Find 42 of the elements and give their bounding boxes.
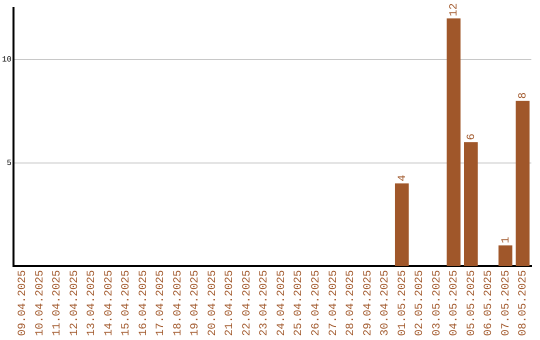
x-tick-label: 01.05.2025 <box>396 270 409 336</box>
x-tick-label: 09.04.2025 <box>17 270 30 336</box>
bar <box>394 183 409 266</box>
x-tick-label: 12.04.2025 <box>68 270 81 336</box>
y-tick-label: 10 <box>2 56 12 65</box>
x-tick-label: 27.04.2025 <box>328 270 340 336</box>
data-label: 8 <box>518 92 530 99</box>
x-tick-label: 19.04.2025 <box>190 270 202 336</box>
data-label: 12 <box>448 3 461 16</box>
x-tick-label: 15.04.2025 <box>120 270 133 336</box>
x-tick-label: 04.05.2025 <box>448 270 461 336</box>
x-tick-label: 11.04.2025 <box>52 270 64 336</box>
x-tick-label: 08.05.2025 <box>518 270 530 336</box>
x-tick-label: 07.05.2025 <box>500 270 512 336</box>
x-tick-label: 06.05.2025 <box>483 270 496 336</box>
x-tick-label: 26.04.2025 <box>310 270 322 336</box>
x-tick-label: 30.04.2025 <box>380 270 392 336</box>
data-label: 1 <box>500 236 512 244</box>
x-tick-label: 10.04.2025 <box>34 270 46 336</box>
x-tick-label: 24.04.2025 <box>276 270 288 336</box>
x-tick-label: 02.05.2025 <box>414 270 426 336</box>
x-tick-label: 25.04.2025 <box>293 270 306 336</box>
x-tick-label: 05.05.2025 <box>466 270 478 336</box>
x-tick-label: 28.04.2025 <box>345 270 358 336</box>
bar <box>498 245 512 266</box>
x-tick-label: 22.04.2025 <box>241 270 254 336</box>
x-tick-label: 13.04.2025 <box>86 270 98 336</box>
x-tick-label: 29.04.2025 <box>362 270 374 336</box>
bar <box>446 18 461 266</box>
x-tick-label: 16.04.2025 <box>138 270 150 336</box>
data-label: 6 <box>466 134 478 140</box>
x-tick-label: 20.04.2025 <box>206 270 219 336</box>
x-tick-label: 21.04.2025 <box>224 270 236 336</box>
x-tick-label: 18.04.2025 <box>172 270 184 336</box>
data-label: 4 <box>396 174 409 182</box>
x-tick-label: 03.05.2025 <box>431 270 444 336</box>
bar <box>464 142 478 266</box>
x-tick-label: 23.04.2025 <box>258 270 271 336</box>
bar <box>516 100 530 266</box>
x-tick-label: 14.04.2025 <box>103 270 116 336</box>
x-tick-label: 17.04.2025 <box>155 270 168 336</box>
y-tick-label: 5 <box>6 158 12 168</box>
